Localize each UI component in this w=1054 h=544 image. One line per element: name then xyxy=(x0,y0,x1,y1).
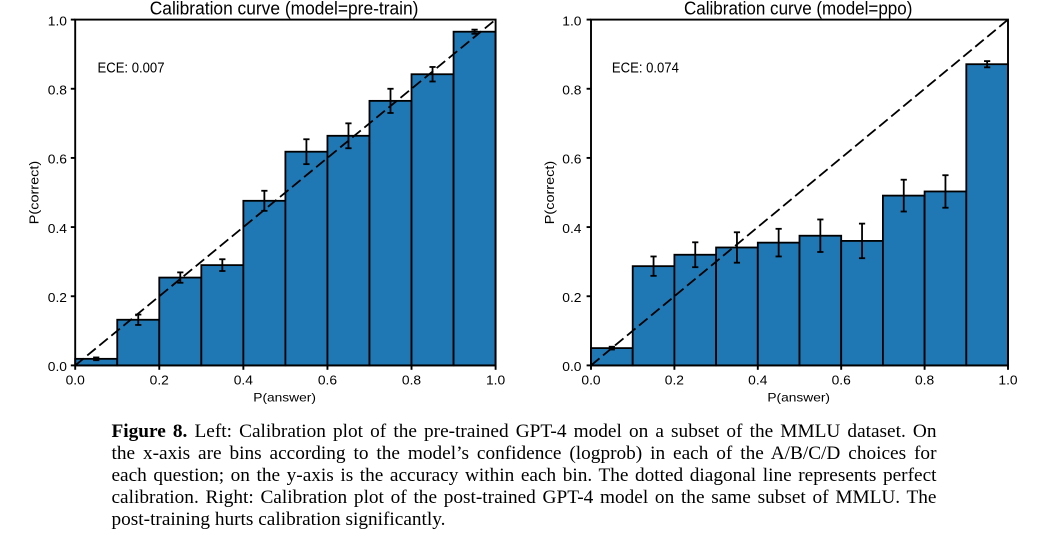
svg-text:0.4: 0.4 xyxy=(48,221,67,236)
svg-text:1.0: 1.0 xyxy=(562,13,581,28)
svg-text:0.8: 0.8 xyxy=(48,83,67,98)
svg-text:0.6: 0.6 xyxy=(832,372,851,387)
svg-text:0.6: 0.6 xyxy=(48,152,67,167)
svg-text:Calibration curve (model=ppo): Calibration curve (model=ppo) xyxy=(684,0,912,19)
svg-text:0.0: 0.0 xyxy=(562,359,581,374)
svg-text:0.4: 0.4 xyxy=(748,372,767,387)
svg-text:0.4: 0.4 xyxy=(562,221,581,236)
svg-text:0.2: 0.2 xyxy=(150,372,169,387)
svg-text:ECE: 0.007: ECE: 0.007 xyxy=(98,61,165,77)
svg-text:0.4: 0.4 xyxy=(234,372,253,387)
svg-text:1.0: 1.0 xyxy=(486,372,505,387)
svg-text:P(correct): P(correct) xyxy=(543,161,557,225)
svg-text:0.6: 0.6 xyxy=(318,372,337,387)
svg-text:ECE: 0.074: ECE: 0.074 xyxy=(612,61,679,77)
svg-text:0.2: 0.2 xyxy=(48,290,67,305)
svg-text:0.0: 0.0 xyxy=(581,372,600,387)
svg-text:0.8: 0.8 xyxy=(402,372,421,387)
svg-text:0.0: 0.0 xyxy=(48,359,67,374)
svg-text:1.0: 1.0 xyxy=(998,372,1017,387)
svg-text:0.6: 0.6 xyxy=(562,152,581,167)
svg-text:P(correct): P(correct) xyxy=(27,161,41,225)
svg-text:0.2: 0.2 xyxy=(562,290,581,305)
svg-text:0.8: 0.8 xyxy=(562,83,581,98)
svg-text:Calibration curve (model=pre-t: Calibration curve (model=pre-train) xyxy=(150,0,419,19)
svg-text:1.0: 1.0 xyxy=(48,13,67,28)
svg-text:P(answer): P(answer) xyxy=(253,390,316,404)
svg-text:0.2: 0.2 xyxy=(665,372,684,387)
svg-text:0.8: 0.8 xyxy=(915,372,934,387)
svg-text:P(answer): P(answer) xyxy=(767,390,830,404)
svg-text:0.0: 0.0 xyxy=(66,372,85,387)
